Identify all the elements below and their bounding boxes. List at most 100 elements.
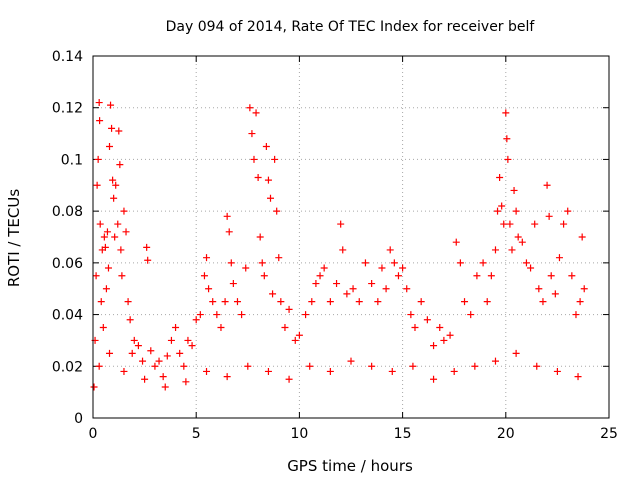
x-tick-label: 0 xyxy=(89,426,98,442)
data-point xyxy=(112,181,120,189)
data-point xyxy=(258,259,266,267)
data-point xyxy=(349,285,357,293)
data-point xyxy=(494,207,502,215)
data-point xyxy=(106,143,114,150)
data-point xyxy=(560,220,568,228)
data-point xyxy=(200,272,208,280)
data-point xyxy=(143,243,151,251)
data-point xyxy=(110,194,118,202)
data-point xyxy=(576,298,584,306)
x-tick-label: 5 xyxy=(192,426,201,442)
data-point xyxy=(543,181,551,189)
data-point xyxy=(250,155,258,163)
data-point xyxy=(498,202,506,210)
data-point xyxy=(539,298,547,306)
data-point xyxy=(269,290,277,298)
data-point xyxy=(339,246,347,254)
data-point xyxy=(446,331,454,339)
data-point xyxy=(545,212,553,220)
data-point xyxy=(260,272,268,280)
data-point xyxy=(291,336,299,344)
y-tick-label: 0.02 xyxy=(52,359,83,375)
data-point xyxy=(302,311,310,319)
data-point xyxy=(117,246,125,254)
data-point xyxy=(461,298,469,306)
data-point xyxy=(496,174,504,182)
data-point xyxy=(390,259,398,267)
data-point xyxy=(522,259,530,267)
data-point xyxy=(378,264,386,272)
data-point xyxy=(285,375,293,383)
data-point xyxy=(233,298,241,306)
data-point xyxy=(97,298,105,306)
data-point xyxy=(107,101,115,109)
data-point xyxy=(506,220,514,228)
data-point xyxy=(90,383,98,391)
data-point xyxy=(188,342,196,350)
data-point xyxy=(100,233,108,241)
x-tick-label: 10 xyxy=(290,426,308,442)
data-point xyxy=(456,259,464,267)
data-point xyxy=(531,220,539,228)
data-point xyxy=(440,336,448,344)
data-point xyxy=(238,311,246,319)
data-point xyxy=(180,362,188,370)
data-point xyxy=(106,349,114,357)
data-point xyxy=(510,186,518,194)
data-points xyxy=(90,99,588,391)
data-point xyxy=(118,272,126,280)
data-point xyxy=(479,259,487,267)
data-point xyxy=(264,367,272,375)
data-point xyxy=(399,264,407,272)
data-point xyxy=(572,311,580,319)
data-point xyxy=(209,298,217,306)
data-point xyxy=(355,298,363,306)
data-point xyxy=(533,362,541,370)
data-point xyxy=(450,367,458,375)
data-point xyxy=(578,233,586,241)
data-point xyxy=(386,246,394,254)
data-point xyxy=(568,272,576,280)
data-point xyxy=(94,155,102,163)
data-point xyxy=(93,181,101,189)
data-point xyxy=(147,347,155,355)
data-point xyxy=(491,246,499,254)
data-point xyxy=(473,272,481,280)
data-point xyxy=(114,220,122,228)
data-point xyxy=(580,285,588,293)
y-tick-label: 0.1 xyxy=(61,152,83,168)
data-point xyxy=(295,331,303,339)
data-point xyxy=(306,362,314,370)
data-point xyxy=(267,194,275,202)
data-point xyxy=(281,324,289,331)
data-point xyxy=(134,342,142,350)
data-point xyxy=(483,298,491,306)
y-axis-label: ROTI / TECUs xyxy=(5,189,23,287)
data-point xyxy=(271,155,279,163)
data-point xyxy=(252,109,260,117)
data-point xyxy=(535,285,543,293)
data-point xyxy=(320,264,328,272)
data-point xyxy=(161,383,169,391)
data-point xyxy=(491,357,499,365)
data-point xyxy=(343,290,351,298)
data-point xyxy=(394,272,402,280)
data-point xyxy=(403,285,411,293)
data-point xyxy=(95,99,103,107)
data-point xyxy=(316,272,324,280)
data-point xyxy=(151,362,159,370)
y-tick-label: 0 xyxy=(74,411,83,427)
data-point xyxy=(102,285,110,293)
data-point xyxy=(388,367,396,375)
data-point xyxy=(512,207,520,215)
data-point xyxy=(503,135,511,143)
data-point xyxy=(326,298,334,306)
data-point xyxy=(285,305,293,313)
data-point xyxy=(430,375,438,383)
data-point xyxy=(254,174,262,182)
data-point xyxy=(374,298,382,306)
data-point xyxy=(337,220,345,228)
data-point xyxy=(547,272,555,280)
data-point xyxy=(262,143,270,150)
